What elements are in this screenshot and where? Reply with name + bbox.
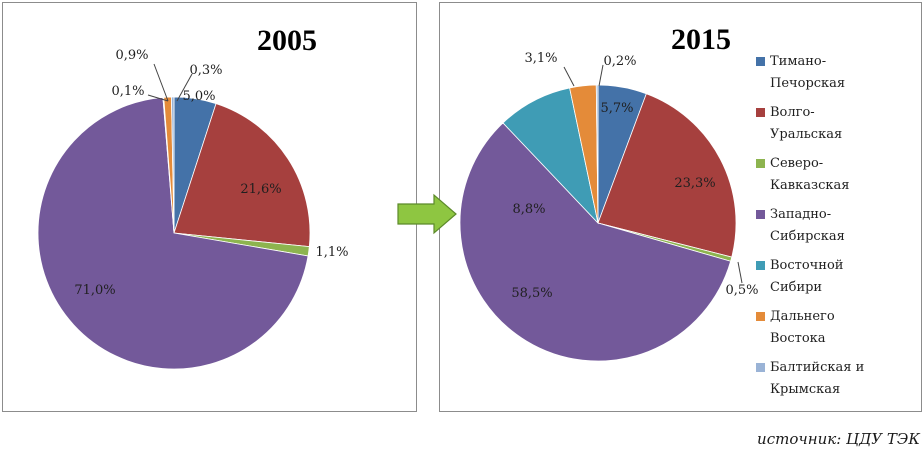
legend-item-far-east: Дальнего Востока (756, 306, 921, 357)
leader-line-2015-baltic-crimea (598, 64, 604, 87)
legend-label-line2: Крымская (770, 382, 841, 397)
chart-title-2005: 2005 (257, 24, 317, 57)
data-label-2005-east-siberia: 0,1% (111, 84, 144, 99)
legend-label-line1: Западно- (770, 207, 832, 222)
pie-slice-2005-baltic-crimea (171, 96, 175, 234)
data-label-2005-volga-ural: 21,6% (240, 182, 281, 197)
data-label-2015-baltic-crimea: 0,2% (603, 54, 636, 69)
legend-item-east-siberia: Восточной Сибири (756, 255, 921, 306)
data-label-2015-north-caucasus: 0,5% (725, 283, 758, 298)
data-label-2015-far-east: 3,1% (524, 51, 557, 66)
arrow-right-icon (397, 193, 457, 235)
legend-label-line2: Печорская (770, 76, 846, 91)
legend-label-line1: Тимано- (770, 54, 827, 69)
leader-line-2005-east-siberia (147, 94, 169, 102)
legend-swatch (756, 210, 765, 219)
chart-title-2015: 2015 (671, 23, 731, 56)
pie-slice-2005-west-siberia (37, 97, 309, 370)
legend-swatch (756, 261, 765, 270)
data-label-2005-baltic-crimea: 0,3% (189, 63, 222, 78)
legend-swatch (756, 108, 765, 117)
legend-item-timan-pechora: Тимано- Печорская (756, 51, 921, 102)
leader-line-2015-far-east (563, 66, 575, 87)
legend-swatch (756, 363, 765, 372)
data-label-2005-north-caucasus: 1,1% (315, 245, 348, 260)
legend-swatch (756, 159, 765, 168)
legend-label-line1: Волго- (770, 105, 815, 120)
legend-item-north-caucasus: Северо- Кавказская (756, 153, 921, 204)
pie-slice-2005-volga-ural (173, 103, 311, 248)
data-label-2015-timan-pechora: 5,7% (600, 101, 633, 116)
data-label-2015-west-siberia: 58,5% (511, 286, 552, 301)
legend-label-line2: Кавказская (770, 178, 850, 193)
legend: Тимано- Печорская Волго- Уральская Северо- Ка… (756, 51, 921, 408)
legend-label-line1: Дальнего (770, 309, 835, 324)
legend-label-line1: Восточной (770, 258, 844, 273)
legend-label-line2: Сибири (770, 280, 823, 295)
legend-swatch (756, 57, 765, 66)
legend-label-line2: Уральская (770, 127, 843, 142)
legend-label-line1: Балтийская и (770, 360, 865, 375)
leader-line-2005-far-east (153, 63, 169, 102)
leader-line-2005-baltic-crimea (176, 73, 193, 102)
leader-line-2015-north-caucasus (737, 261, 743, 284)
data-label-2005-far-east: 0,9% (115, 48, 148, 63)
legend-item-baltic-crimea: Балтийская и Крымская (756, 357, 921, 408)
source-note: источник: ЦДУ ТЭК (757, 430, 920, 448)
legend-label-line1: Северо- (770, 156, 824, 171)
data-label-2015-east-siberia: 8,8% (512, 202, 545, 217)
legend-label-line2: Востока (770, 331, 826, 346)
pie-slice-2015-baltic-crimea (595, 84, 599, 224)
legend-swatch (756, 312, 765, 321)
data-label-2015-volga-ural: 23,3% (674, 176, 715, 191)
legend-label-line2: Сибирская (770, 229, 845, 244)
data-label-2005-west-siberia: 71,0% (74, 283, 115, 298)
pie-slice-2015-west-siberia (459, 122, 732, 362)
legend-item-volga-ural: Волго- Уральская (756, 102, 921, 153)
pie-slice-2015-volga-ural (597, 93, 737, 258)
data-label-2005-timan-pechora: 5,0% (182, 89, 215, 104)
legend-item-west-siberia: Западно- Сибирская (756, 204, 921, 255)
